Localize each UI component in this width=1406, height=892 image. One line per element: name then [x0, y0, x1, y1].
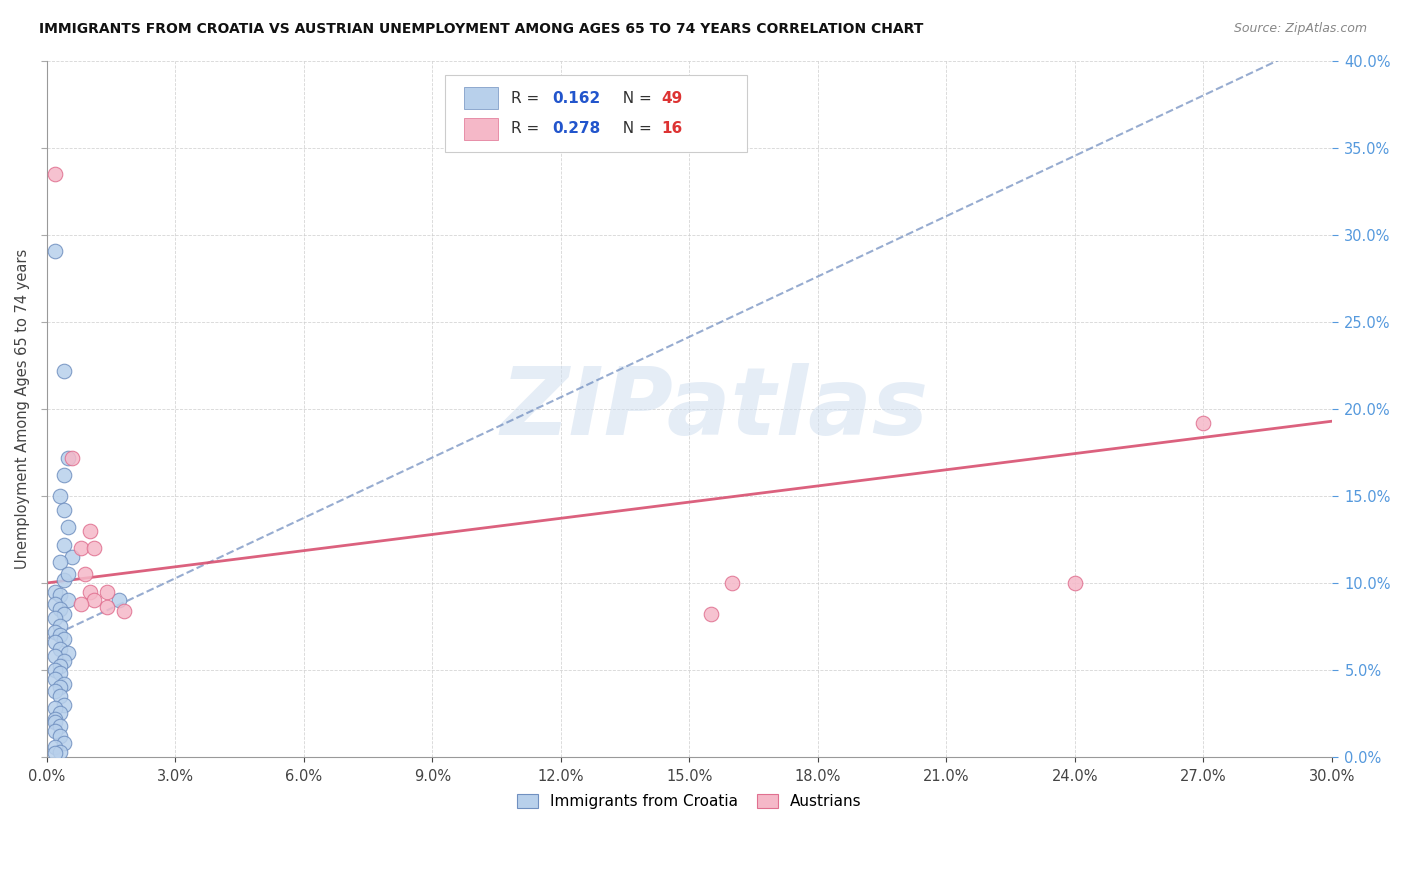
- Point: [44, 739, 66, 754]
- Point: [1192, 416, 1215, 430]
- Point: [48, 689, 70, 703]
- Point: [44, 635, 66, 649]
- Point: [48, 555, 70, 569]
- Point: [48, 666, 70, 681]
- Point: [75, 567, 97, 582]
- Point: [44, 715, 66, 730]
- Point: [48, 745, 70, 759]
- Text: R =: R =: [510, 90, 544, 105]
- Point: [56, 450, 79, 465]
- FancyBboxPatch shape: [464, 87, 498, 109]
- Point: [48, 588, 70, 602]
- Point: [1063, 576, 1085, 591]
- Point: [56, 646, 79, 660]
- Point: [96, 584, 118, 599]
- Point: [44, 584, 66, 599]
- Point: [44, 723, 66, 738]
- Point: [44, 648, 66, 663]
- Point: [48, 489, 70, 503]
- Legend: Immigrants from Croatia, Austrians: Immigrants from Croatia, Austrians: [510, 788, 868, 815]
- Point: [44, 712, 66, 726]
- Point: [56, 520, 79, 534]
- Point: [96, 600, 118, 615]
- Point: [60, 450, 83, 465]
- Point: [52, 364, 75, 378]
- Point: [48, 619, 70, 633]
- Point: [44, 672, 66, 686]
- Text: Source: ZipAtlas.com: Source: ZipAtlas.com: [1233, 22, 1367, 36]
- Text: R =: R =: [510, 121, 544, 136]
- Point: [44, 747, 66, 761]
- Point: [44, 683, 66, 698]
- Point: [52, 654, 75, 668]
- Point: [52, 503, 75, 517]
- Point: [44, 624, 66, 639]
- Point: [52, 677, 75, 691]
- Point: [44, 597, 66, 611]
- Point: [52, 607, 75, 622]
- Point: [56, 567, 79, 582]
- Point: [112, 604, 135, 618]
- Point: [48, 642, 70, 657]
- Point: [48, 628, 70, 642]
- Text: 0.162: 0.162: [551, 90, 600, 105]
- Text: IMMIGRANTS FROM CROATIA VS AUSTRIAN UNEMPLOYMENT AMONG AGES 65 TO 74 YEARS CORRE: IMMIGRANTS FROM CROATIA VS AUSTRIAN UNEM…: [39, 22, 924, 37]
- Point: [48, 718, 70, 732]
- Point: [52, 698, 75, 712]
- Point: [48, 729, 70, 743]
- Point: [52, 538, 75, 552]
- Point: [44, 167, 66, 181]
- FancyBboxPatch shape: [464, 118, 498, 140]
- Point: [79, 524, 101, 538]
- Point: [60, 549, 83, 564]
- Text: N =: N =: [613, 121, 657, 136]
- Point: [48, 602, 70, 616]
- Point: [79, 584, 101, 599]
- Point: [48, 681, 70, 695]
- Text: ZIPatlas: ZIPatlas: [501, 363, 929, 455]
- Point: [44, 663, 66, 677]
- FancyBboxPatch shape: [446, 75, 747, 152]
- Point: [56, 593, 79, 607]
- Point: [721, 576, 744, 591]
- Point: [52, 468, 75, 483]
- Point: [83, 593, 105, 607]
- Point: [44, 701, 66, 715]
- Point: [70, 541, 93, 556]
- Point: [52, 632, 75, 646]
- Point: [52, 736, 75, 750]
- Text: N =: N =: [613, 90, 657, 105]
- Point: [108, 593, 131, 607]
- Text: 49: 49: [661, 90, 682, 105]
- Point: [48, 706, 70, 721]
- Y-axis label: Unemployment Among Ages 65 to 74 years: Unemployment Among Ages 65 to 74 years: [15, 249, 30, 569]
- Text: 16: 16: [661, 121, 682, 136]
- Point: [699, 607, 721, 622]
- Point: [44, 244, 66, 258]
- Point: [48, 659, 70, 673]
- Point: [70, 597, 93, 611]
- Point: [52, 573, 75, 587]
- Point: [83, 541, 105, 556]
- Text: 0.278: 0.278: [551, 121, 600, 136]
- Point: [44, 611, 66, 625]
